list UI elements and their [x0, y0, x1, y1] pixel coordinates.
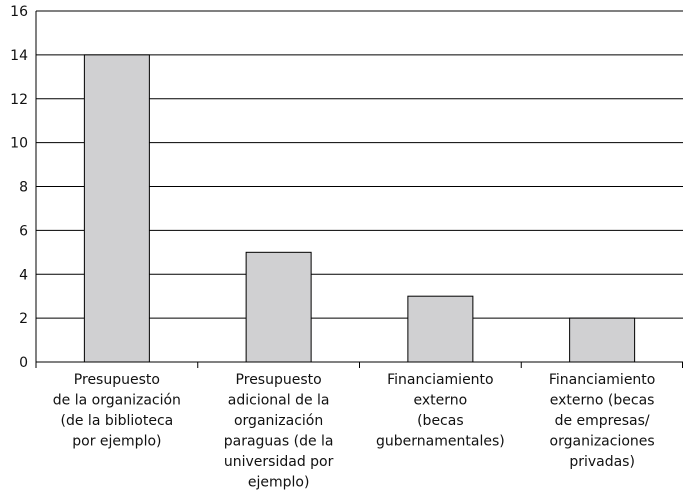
- x-tick-label-line: Financiamiento: [387, 372, 493, 388]
- y-tick-label: 6: [19, 223, 28, 239]
- x-tick-label-line: externo: [414, 393, 468, 409]
- x-tick-label-line: (becas: [417, 413, 464, 429]
- x-tick-label-line: organizaciones: [550, 434, 655, 450]
- x-tick-label-line: Presupuesto: [74, 372, 160, 388]
- bar: [569, 317, 636, 363]
- x-tick-label-line: ejemplo): [248, 475, 310, 491]
- x-tick-label-line: por ejemplo): [72, 434, 161, 450]
- y-tick-label: 16: [10, 4, 28, 20]
- x-tick-label-line: adicional de la: [228, 393, 330, 409]
- y-tick-label: 2: [19, 311, 28, 327]
- y-tick-label: 14: [10, 48, 28, 64]
- x-tick-label-line: privadas): [569, 454, 635, 470]
- x-tick-label: Presupuesto adicional de la organización pa…: [224, 372, 334, 491]
- x-tick-label-line: de la organización: [53, 393, 181, 409]
- x-tick-label-line: Financiamiento: [549, 372, 655, 388]
- y-tick-label: 0: [19, 355, 28, 371]
- x-tick-label: Financiamiento externo (becas de empresas/…: [549, 372, 655, 470]
- x-tick-label-line: (de la biblioteca: [61, 413, 174, 429]
- x-tick-label: Financiamiento externo (becas gubernamental…: [376, 372, 505, 450]
- x-tick-label-line: universidad por: [224, 454, 334, 470]
- y-tick-label: 12: [10, 92, 28, 108]
- bar: [407, 295, 474, 363]
- x-tick-label-line: organización: [234, 413, 323, 429]
- y-tick-label: 10: [10, 136, 28, 152]
- bar: [245, 251, 312, 363]
- y-tick-label: 8: [19, 180, 28, 196]
- x-tick-label-line: gubernamentales): [376, 434, 505, 450]
- bar: [83, 54, 150, 363]
- x-tick-label-line: de empresas/: [555, 413, 650, 429]
- x-tick-label-line: paraguas (de la: [224, 434, 334, 450]
- x-tick-label-line: Presupuesto: [236, 372, 322, 388]
- y-tick-label: 4: [19, 267, 28, 283]
- x-tick-label: Presupuesto de la organización (de la bibl…: [53, 372, 181, 450]
- x-tick-label-line: externo (becas: [550, 393, 655, 409]
